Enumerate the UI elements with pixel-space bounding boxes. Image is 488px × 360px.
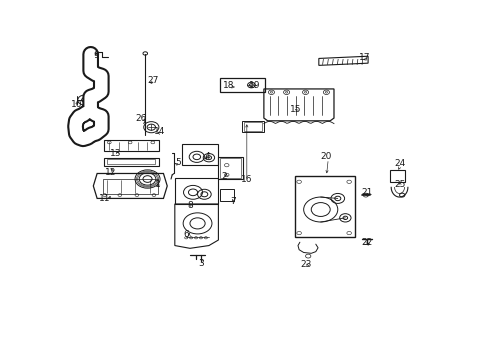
- Text: 16: 16: [241, 175, 252, 184]
- Text: 25: 25: [394, 180, 405, 189]
- Bar: [220, 158, 241, 177]
- Bar: [182, 144, 218, 165]
- Text: 2: 2: [221, 172, 226, 181]
- Text: 11: 11: [99, 194, 110, 203]
- Bar: [218, 157, 243, 179]
- Text: 18: 18: [223, 81, 234, 90]
- Text: 27: 27: [147, 76, 159, 85]
- Text: 15: 15: [289, 105, 301, 114]
- Text: 24: 24: [394, 159, 405, 168]
- Bar: [219, 78, 264, 92]
- Bar: [244, 122, 262, 131]
- Bar: [242, 121, 264, 132]
- Text: 1: 1: [155, 180, 161, 189]
- Text: 22: 22: [361, 238, 372, 247]
- Text: 13: 13: [109, 149, 121, 158]
- Text: 19: 19: [248, 81, 260, 90]
- Text: 5: 5: [175, 158, 181, 167]
- Text: 7: 7: [230, 197, 236, 206]
- Text: 12: 12: [104, 168, 116, 177]
- Text: 20: 20: [319, 152, 331, 161]
- Bar: [175, 177, 218, 204]
- Bar: [220, 189, 233, 201]
- Text: 14: 14: [154, 127, 165, 136]
- Text: 4: 4: [204, 152, 209, 161]
- Text: 6: 6: [183, 230, 189, 239]
- Text: 21: 21: [361, 188, 372, 197]
- Text: 10: 10: [70, 100, 82, 109]
- Text: 3: 3: [198, 259, 204, 268]
- Text: 9: 9: [93, 51, 99, 60]
- Text: 17: 17: [358, 53, 369, 62]
- Bar: [389, 170, 405, 183]
- Text: 8: 8: [187, 201, 192, 210]
- Text: 26: 26: [135, 113, 146, 122]
- Text: 23: 23: [300, 261, 311, 269]
- Bar: [295, 176, 354, 237]
- Bar: [103, 158, 158, 166]
- Bar: [102, 179, 158, 194]
- Bar: [106, 159, 155, 164]
